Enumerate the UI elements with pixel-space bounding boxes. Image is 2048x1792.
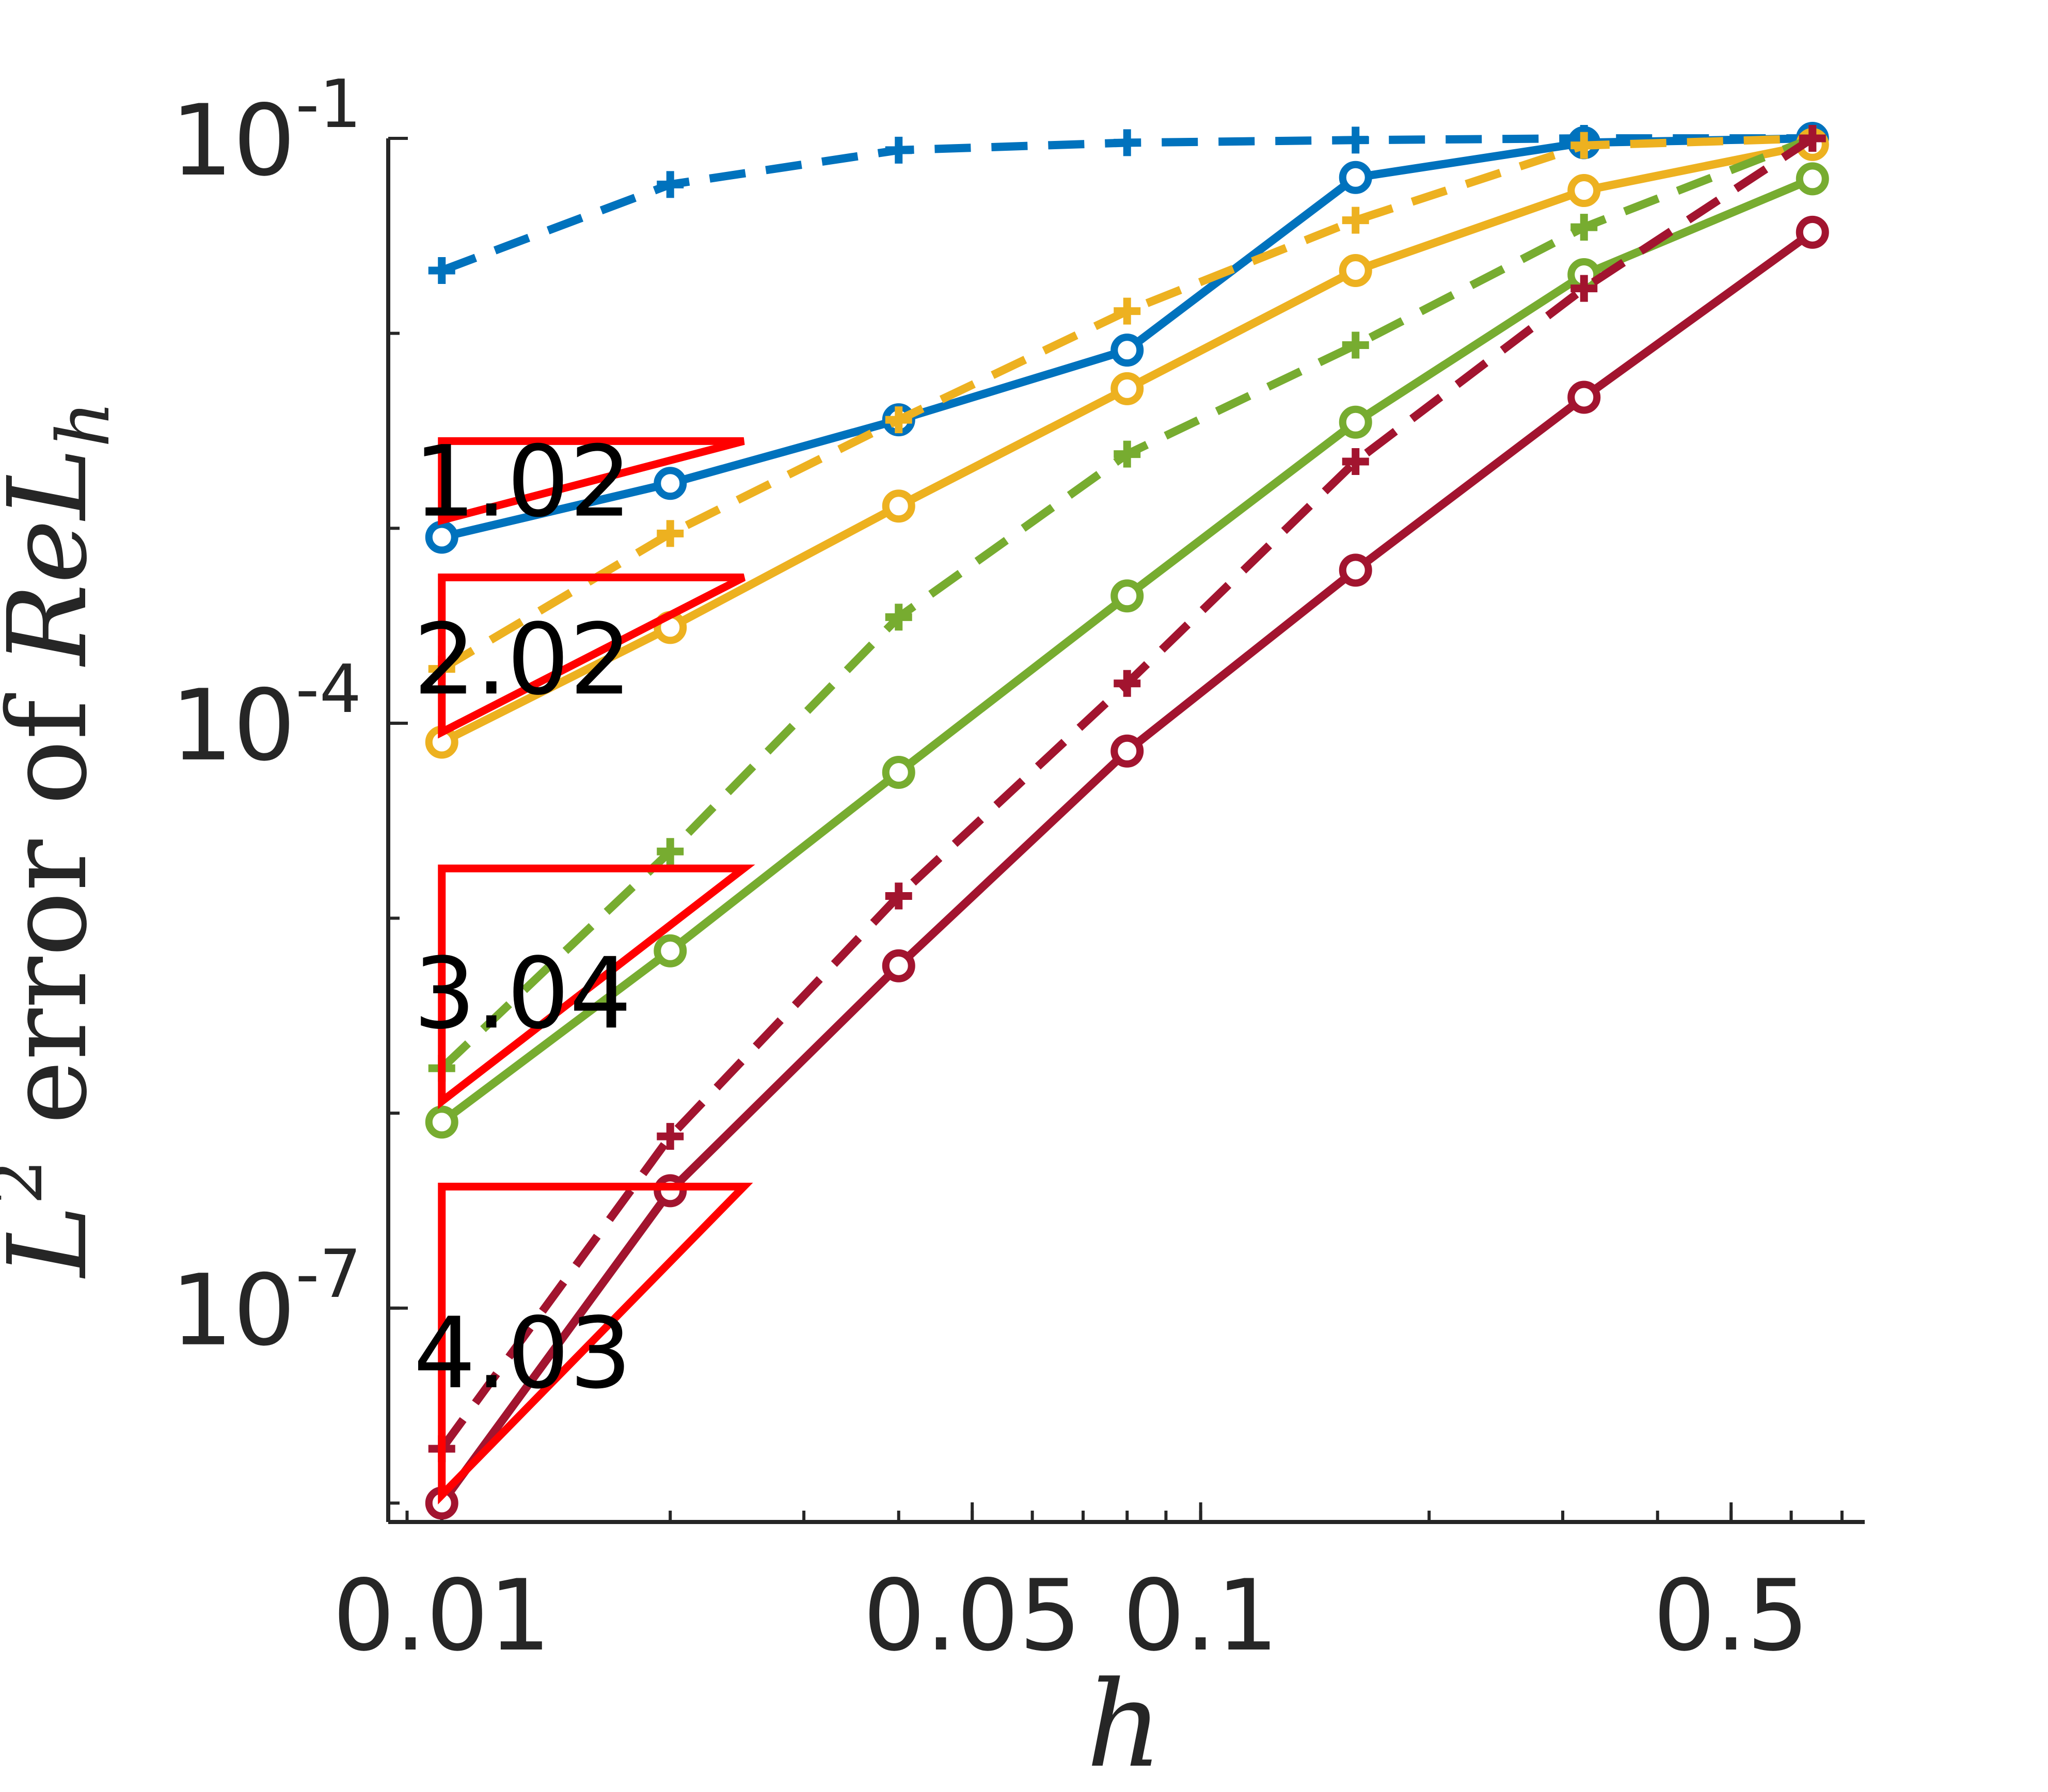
data-point-circle — [1796, 162, 1829, 196]
data-point-circle — [425, 1105, 458, 1139]
axis-labels: h L2 error of ReLh — [0, 401, 1163, 1792]
data-point-plus — [1114, 440, 1141, 468]
data-point-circle — [1339, 161, 1372, 194]
data-point-plus — [1114, 129, 1141, 156]
data-point-circle — [882, 755, 915, 789]
y-label-sub: h — [42, 401, 126, 448]
data-point-circle — [1339, 553, 1372, 587]
series-line — [440, 134, 1813, 275]
series-layer — [425, 122, 1829, 1520]
data-point-plus — [657, 838, 684, 865]
data-point-circle — [654, 467, 687, 500]
slope-triangle-4: 4.03 — [414, 1182, 753, 1505]
y-axis-label: L2 error of ReLh — [0, 401, 126, 1279]
slope-triangles: 1.02 2.02 3.04 4.03 — [414, 425, 755, 1505]
data-point-circle — [1110, 372, 1144, 405]
data-point-plus — [657, 1123, 684, 1150]
triangle-shape — [438, 437, 745, 526]
axes: 0.01 0.05 0.1 0.510-110-410-7 — [171, 66, 1865, 1673]
data-point-circle — [882, 949, 915, 982]
slope-label: 1.02 — [414, 425, 632, 539]
data-point-circle — [1110, 579, 1144, 613]
data-point-plus — [885, 604, 912, 631]
slope-triangle-1: 1.02 — [414, 425, 745, 539]
series-7 — [425, 215, 1829, 1520]
data-point-plus — [1799, 125, 1826, 152]
x-tick-label: 0.01 — [332, 1559, 551, 1673]
data-point-circle — [654, 934, 687, 968]
series-1 — [425, 122, 1829, 554]
series-8 — [428, 125, 1826, 1463]
y-tick-label: 10-7 — [171, 1236, 361, 1368]
data-point-plus — [1570, 275, 1598, 302]
data-point-plus — [1570, 132, 1598, 159]
triangle-shape — [438, 864, 755, 1109]
y-tick-base: 10 — [171, 84, 296, 198]
data-point-circle — [1110, 334, 1144, 367]
data-point-circle — [1339, 253, 1372, 287]
y-tick-exponent: -1 — [295, 66, 361, 143]
data-point-plus — [1342, 207, 1369, 234]
data-point-plus — [1342, 448, 1369, 475]
data-point-plus — [885, 406, 912, 434]
y-tick-label: 10-1 — [171, 66, 361, 198]
data-point-circle — [1796, 215, 1829, 249]
y-tick-base: 10 — [171, 669, 296, 783]
y-tick-label: 10-4 — [171, 651, 361, 783]
x-tick-label: 0.1 — [1123, 1559, 1279, 1673]
slope-triangle-3: 3.04 — [414, 864, 755, 1109]
x-tick-label: 0.05 — [863, 1559, 1082, 1673]
triangle-shape — [438, 1182, 753, 1505]
data-point-circle — [1567, 380, 1601, 414]
data-point-circle — [425, 520, 458, 554]
data-point-circle — [1339, 405, 1372, 439]
data-point-circle — [1567, 174, 1601, 208]
y-label-prefix: L — [0, 1205, 111, 1279]
data-point-plus — [885, 136, 912, 164]
slope-label: 3.04 — [414, 937, 632, 1051]
y-tick-base: 10 — [171, 1254, 296, 1368]
data-point-circle — [1110, 734, 1144, 768]
data-point-plus — [657, 520, 684, 547]
slope-label: 4.03 — [414, 1296, 632, 1410]
data-point-plus — [1114, 297, 1141, 325]
data-point-plus — [1114, 670, 1141, 697]
slope-label: 2.02 — [414, 602, 632, 717]
data-point-plus — [657, 171, 684, 198]
y-label-var: ReL — [0, 448, 111, 668]
data-point-circle — [882, 489, 915, 523]
data-point-plus — [885, 882, 912, 910]
data-point-plus — [1342, 126, 1369, 154]
y-label-middle: error of — [0, 665, 111, 1159]
x-tick-label: 0.5 — [1653, 1559, 1809, 1673]
x-axis-label: h — [1086, 1656, 1163, 1792]
triangle-shape — [438, 573, 746, 739]
data-point-plus — [1342, 331, 1369, 359]
series-5 — [425, 162, 1829, 1139]
data-point-circle — [654, 1174, 687, 1208]
y-label-sup: 2 — [0, 1159, 59, 1205]
y-tick-exponent: -4 — [295, 651, 361, 728]
data-point-plus — [1570, 214, 1598, 241]
slope-triangle-2: 2.02 — [414, 573, 746, 739]
y-tick-exponent: -7 — [295, 1236, 361, 1313]
data-point-plus — [428, 257, 455, 284]
